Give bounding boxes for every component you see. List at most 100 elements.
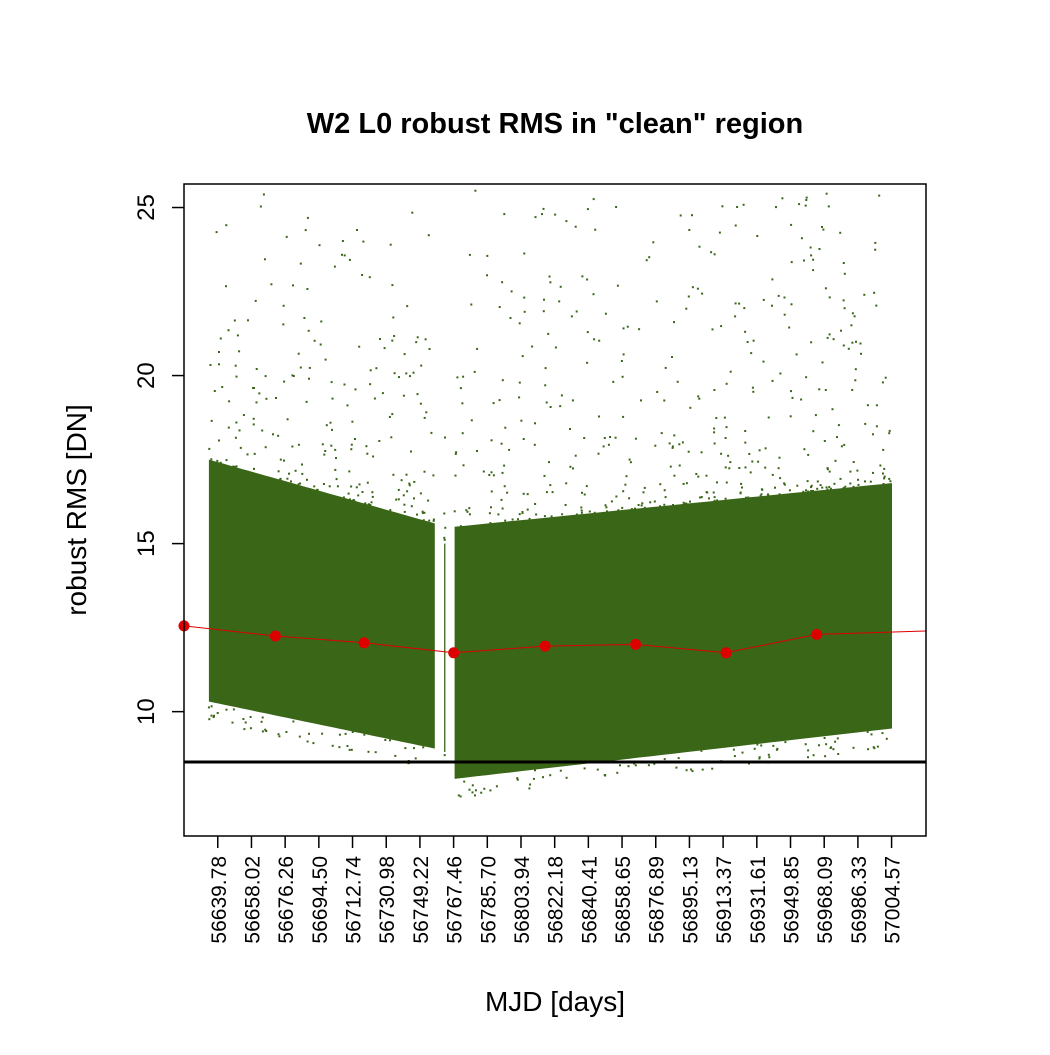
scatter-point (852, 485, 855, 488)
scatter-point (501, 281, 504, 284)
scatter-point (756, 235, 759, 237)
scatter-point (242, 718, 245, 720)
x-tick-label: 57004.57 (882, 856, 905, 944)
scatter-point (547, 332, 550, 335)
scatter-point (545, 401, 548, 404)
scatter-point (768, 756, 771, 759)
scatter-point (323, 453, 326, 456)
scatter-point (807, 453, 810, 456)
scatter-point (807, 490, 810, 493)
scatter-point (834, 459, 837, 462)
scatter-point (528, 517, 531, 520)
scatter-point (272, 433, 274, 436)
x-tick-label: 56749.22 (410, 856, 433, 944)
scatter-point (729, 370, 732, 373)
scatter-point (466, 510, 469, 513)
scatter-point (659, 505, 661, 508)
scatter-point (885, 737, 888, 740)
scatter-point (888, 477, 891, 480)
scatter-point (621, 506, 624, 509)
scatter-point (804, 743, 807, 746)
scatter-point (888, 429, 891, 432)
scatter-point (843, 443, 846, 446)
scatter-point (749, 471, 752, 474)
scatter-point (696, 287, 699, 290)
scatter-point (767, 493, 769, 496)
scatter-point (292, 720, 295, 723)
scatter-point (571, 399, 574, 402)
scatter-point (549, 774, 552, 777)
scatter-point (619, 764, 621, 767)
scatter-point (806, 480, 809, 483)
scatter-point (402, 494, 405, 497)
scatter-point (771, 278, 774, 281)
scatter-point (829, 487, 832, 490)
scatter-point (474, 789, 477, 792)
x-tick-label: 56694.50 (309, 856, 332, 944)
scatter-point (812, 269, 815, 272)
scatter-point (705, 491, 708, 494)
scatter-point (319, 343, 322, 346)
scatter-point (654, 444, 657, 447)
scatter-point (647, 764, 650, 767)
scatter-point (425, 411, 428, 414)
scatter-point (210, 458, 213, 461)
scatter-point (246, 453, 249, 456)
scatter-point (554, 346, 557, 349)
x-tick-label: 56931.61 (747, 856, 770, 944)
scatter-point (261, 730, 264, 733)
scatter-point (725, 481, 728, 484)
scatter-point (461, 402, 464, 405)
scatter-point (313, 485, 316, 488)
scatter-point (324, 358, 327, 361)
scatter-point (328, 485, 331, 488)
scatter-point (210, 714, 213, 717)
scatter-point (777, 294, 780, 297)
scatter-point (258, 392, 261, 395)
scatter-point (586, 208, 589, 211)
scatter-point (410, 505, 413, 508)
scatter-point (758, 756, 761, 759)
scatter-point (860, 352, 862, 355)
scatter-point (585, 485, 588, 488)
scatter-point (565, 220, 568, 223)
scatter-point (419, 492, 422, 495)
scatter-point (483, 787, 486, 790)
scatter-point (498, 306, 501, 308)
scatter-point (723, 416, 726, 419)
scatter-point (625, 475, 628, 478)
scatter-point (468, 788, 471, 791)
scatter-point (403, 510, 406, 513)
scatter-point (498, 399, 501, 402)
scatter-point (602, 445, 605, 448)
scatter-point (592, 293, 595, 296)
scatter-point (671, 446, 674, 449)
scatter-point (866, 730, 869, 733)
scatter-point (687, 295, 690, 298)
scatter-point (265, 730, 268, 732)
scatter-point (720, 325, 723, 328)
scatter-point (366, 452, 369, 455)
scatter-point (572, 467, 574, 470)
scatter-point (878, 194, 881, 197)
scatter-point (850, 324, 853, 327)
scatter-point (227, 329, 230, 332)
scatter-point (882, 448, 885, 451)
scatter-point (379, 338, 381, 340)
x-tick-label: 56767.46 (444, 856, 467, 944)
scatter-point (698, 245, 701, 248)
scatter-point (308, 366, 311, 369)
scatter-point (370, 501, 373, 504)
scatter-point (760, 493, 763, 496)
scatter-point (610, 500, 613, 503)
scatter-point (604, 774, 607, 777)
scatter-point (210, 419, 213, 422)
scatter-point (561, 513, 564, 516)
scatter-point (252, 417, 255, 420)
scatter-point (875, 404, 878, 407)
scatter-point (262, 193, 265, 196)
scatter-point (476, 450, 478, 452)
scatter-point (221, 386, 224, 388)
scatter-point (816, 487, 819, 490)
